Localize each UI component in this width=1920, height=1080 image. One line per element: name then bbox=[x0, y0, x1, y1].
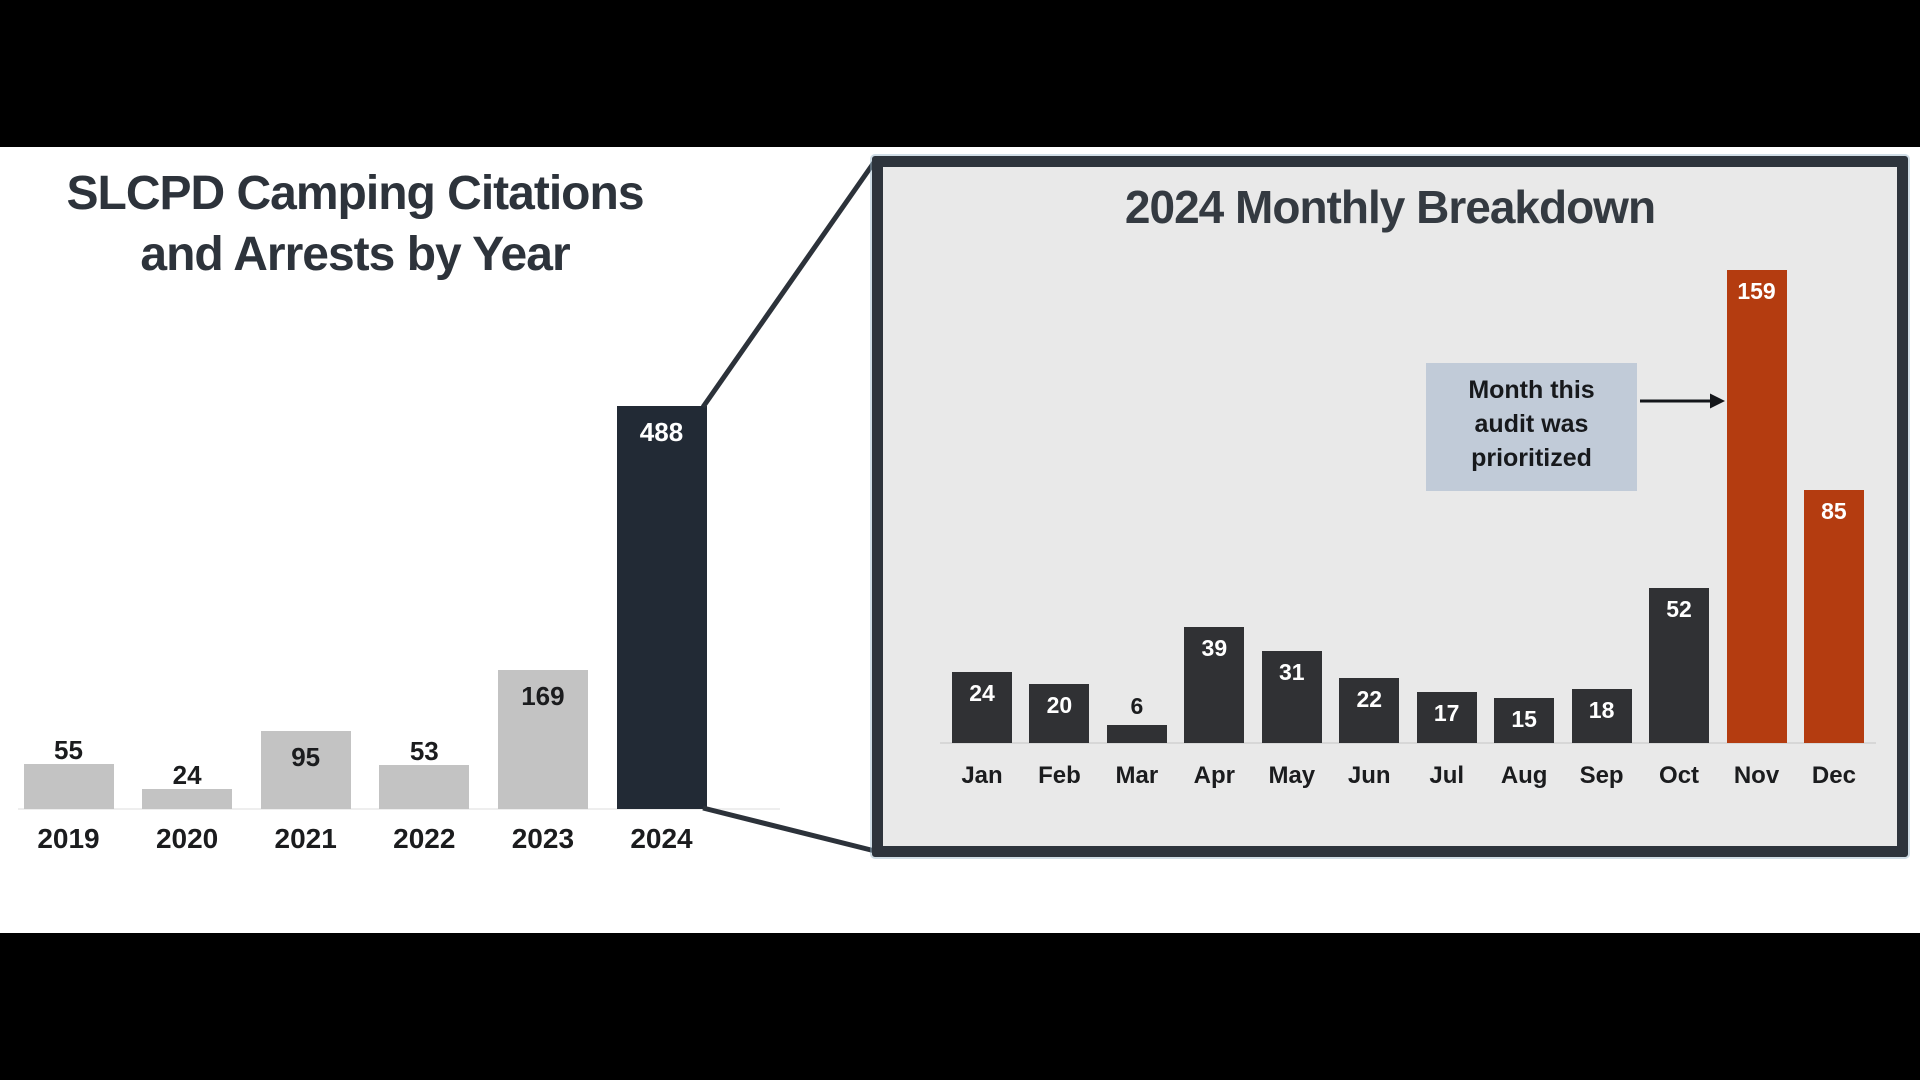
annotation-line3: prioritized bbox=[1471, 444, 1592, 472]
letterbox-bottom bbox=[0, 933, 1920, 1080]
bar-mar bbox=[1106, 725, 1167, 743]
bar-value-2021: 95 bbox=[291, 741, 321, 772]
yearly-axis-line bbox=[18, 808, 780, 810]
bar-jul bbox=[1416, 692, 1477, 743]
bar-may bbox=[1261, 650, 1322, 743]
bar-value-mar: 6 bbox=[1130, 693, 1144, 720]
monthly-axis-line bbox=[940, 742, 1876, 744]
bar-apr bbox=[1184, 626, 1245, 743]
bar-2020 bbox=[142, 789, 233, 809]
bar-value-aug: 15 bbox=[1511, 706, 1537, 733]
bar-dec bbox=[1803, 490, 1864, 743]
bar-2024 bbox=[616, 406, 707, 809]
category-label-oct: Oct bbox=[1659, 762, 1700, 789]
bar-value-nov: 159 bbox=[1737, 277, 1776, 304]
bar-value-jul: 17 bbox=[1433, 700, 1460, 727]
bar-value-2024: 488 bbox=[639, 417, 684, 448]
bar-value-2023: 169 bbox=[521, 680, 565, 711]
monthly-panel-title: 2024 Monthly Breakdown bbox=[1124, 181, 1656, 233]
bar-value-2022: 53 bbox=[409, 736, 439, 767]
bar-sep bbox=[1571, 689, 1632, 743]
category-label-2024: 2024 bbox=[630, 823, 693, 854]
category-label-nov: Nov bbox=[1733, 762, 1780, 789]
yearly-chart-title-line2: and Arrests by Year bbox=[140, 228, 570, 281]
bar-value-jan: 24 bbox=[969, 679, 995, 706]
bar-feb bbox=[1029, 683, 1090, 743]
category-label-apr: Apr bbox=[1193, 762, 1236, 789]
category-label-aug: Aug bbox=[1500, 762, 1548, 789]
bar-value-2020: 24 bbox=[172, 760, 202, 791]
category-label-jun: Jun bbox=[1347, 762, 1391, 789]
category-label-2019: 2019 bbox=[37, 823, 100, 854]
category-label-dec: Dec bbox=[1811, 762, 1856, 789]
bar-2019 bbox=[23, 763, 114, 809]
bar-oct bbox=[1649, 588, 1710, 743]
annotation-callout: Month this audit was prioritized bbox=[1426, 363, 1637, 491]
category-label-feb: Feb bbox=[1038, 762, 1081, 789]
category-label-2020: 2020 bbox=[155, 823, 219, 854]
category-label-sep: Sep bbox=[1579, 762, 1624, 789]
category-label-jan: Jan bbox=[961, 762, 1003, 789]
zoom-connector-bottom-line bbox=[702, 805, 876, 854]
bar-value-may: 31 bbox=[1279, 658, 1305, 685]
category-label-2023: 2023 bbox=[511, 823, 575, 854]
bar-nov bbox=[1726, 269, 1787, 743]
category-label-may: May bbox=[1268, 762, 1316, 789]
category-label-2021: 2021 bbox=[274, 823, 337, 854]
zoom-connector-top-line bbox=[700, 159, 878, 409]
category-label-mar: Mar bbox=[1115, 762, 1159, 789]
bar-value-feb: 20 bbox=[1046, 691, 1073, 718]
bar-value-dec: 85 bbox=[1821, 498, 1847, 525]
bar-value-jun: 22 bbox=[1356, 685, 1383, 712]
content-area: SLCPD Camping Citations and Arrests by Y… bbox=[0, 147, 1920, 933]
annotation-line2: audit was bbox=[1474, 410, 1589, 438]
bar-aug bbox=[1494, 698, 1555, 743]
bar-2022 bbox=[379, 765, 470, 809]
bar-value-apr: 39 bbox=[1201, 634, 1228, 661]
bar-2023 bbox=[497, 669, 588, 809]
bar-value-sep: 18 bbox=[1588, 697, 1615, 724]
annotation-line1: Month this bbox=[1468, 376, 1595, 404]
bar-jan bbox=[952, 671, 1012, 743]
yearly-chart-title-line1: SLCPD Camping Citations bbox=[66, 167, 644, 220]
yearly-chart-title: SLCPD Camping Citations and Arrests by Y… bbox=[0, 163, 710, 285]
bar-jun bbox=[1339, 677, 1400, 743]
letterbox-top bbox=[0, 0, 1920, 147]
bar-value-2019: 55 bbox=[54, 734, 83, 765]
bar-value-oct: 52 bbox=[1666, 596, 1692, 623]
bar-2021 bbox=[260, 730, 351, 809]
category-label-2022: 2022 bbox=[393, 823, 456, 854]
category-label-jul: Jul bbox=[1429, 762, 1465, 789]
